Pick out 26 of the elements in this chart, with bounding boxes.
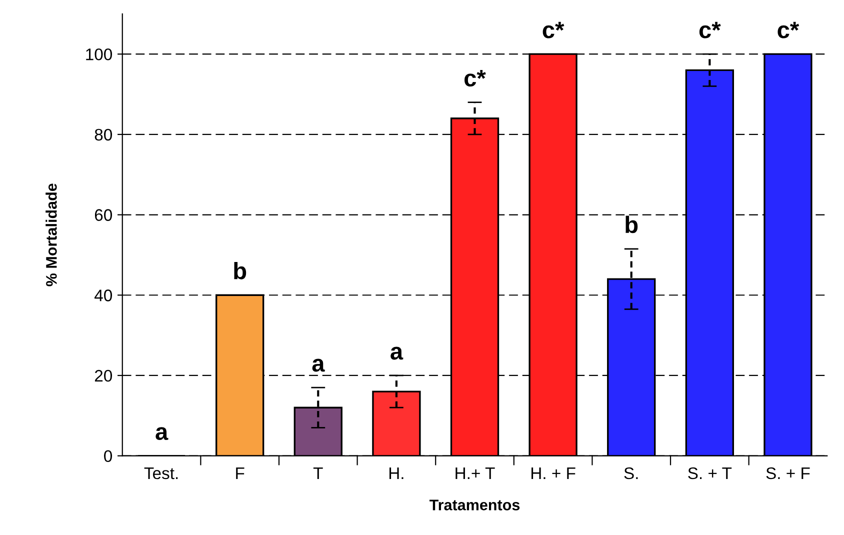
x-axis-title: Tratamentos [430,500,520,510]
annotation: c* [464,70,486,87]
y-tick-label: 20 [94,370,112,382]
x-tick-label: T [313,468,323,480]
x-tick-label: S. + F [766,467,810,480]
y-tick-label: 100 [86,48,112,60]
annotation: c* [542,22,564,38]
x-tick-label: H. + F [532,468,576,480]
y-axis-title: % Mortalidade [46,184,57,286]
x-tick-label: S. [624,467,638,480]
y-tick-label: 0 [104,450,112,462]
annotation: b [626,216,638,234]
y-tick-label: 80 [94,128,112,141]
annotation: a [156,427,168,440]
annotation: a [312,358,325,372]
y-tick-label: 60 [94,209,112,221]
x-tick-label: S. + T [688,467,732,480]
annotation: c* [778,22,800,38]
annotation: a [390,346,404,360]
annotation: c* [699,22,721,38]
y-tick-label: 40 [94,290,112,302]
annotation: b [234,262,246,280]
x-tick-label: F [236,468,244,480]
x-tick-label: H.+ T [456,468,495,480]
x-tick-label: H. [389,468,404,480]
x-tick-label: Test. [144,468,178,480]
